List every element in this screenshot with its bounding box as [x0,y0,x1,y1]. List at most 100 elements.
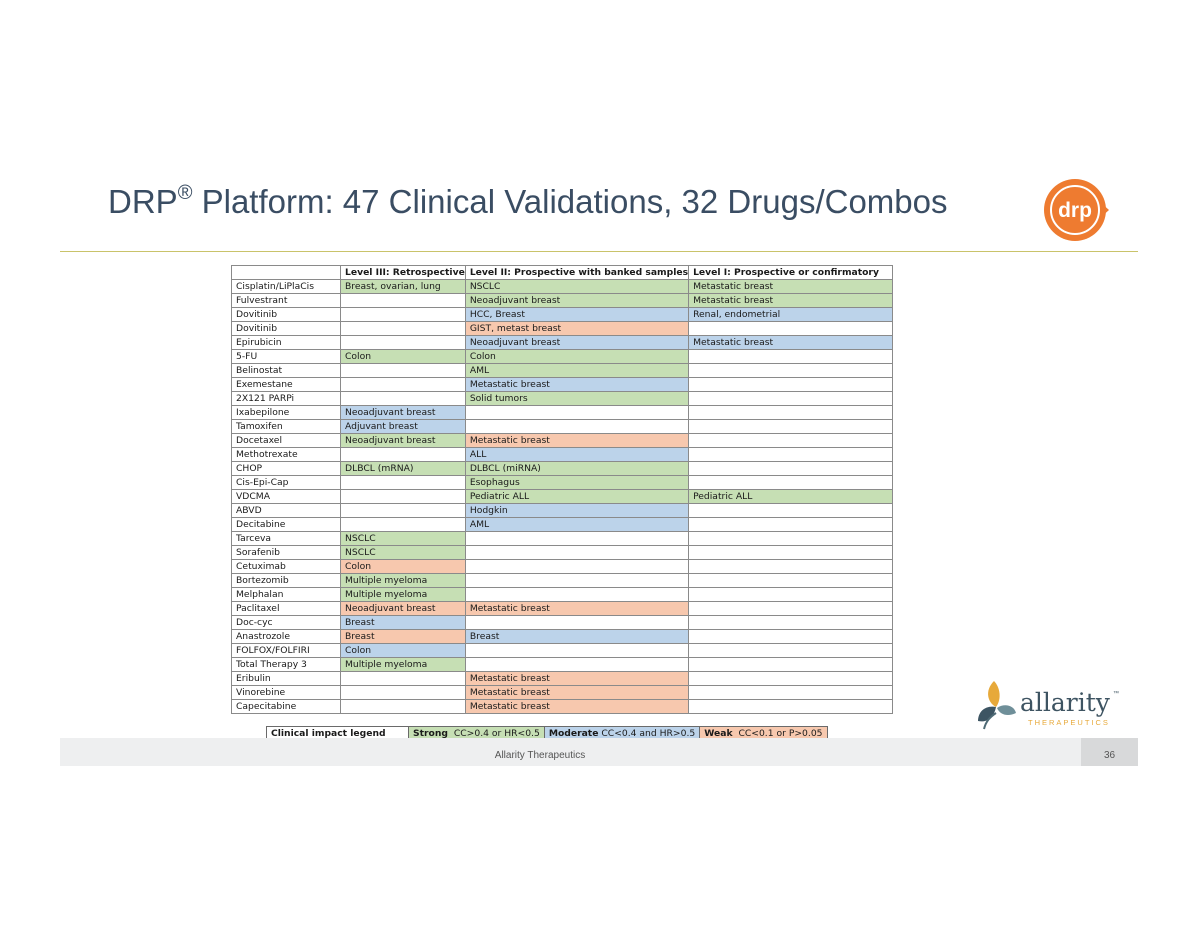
legend-weak-label: Weak [704,728,733,739]
drug-cell: Vinorebine [231,685,341,700]
header-corner [231,265,341,280]
page-number-box [1081,738,1138,766]
table-body: Cisplatin/LiPlaCis Breast, ovarian, lung N… [231,279,894,714]
level-3-cell [340,377,466,392]
drug-cell: Docetaxel [231,433,341,448]
level-3-cell: Neoadjuvant breast [340,405,466,420]
drug-cell: Cisplatin/LiPlaCis [231,279,341,294]
drug-cell: 5-FU [231,349,341,364]
table-row: Exemestane Metastatic breast [231,377,894,392]
table-row: 2X121 PARPi Solid tumors [231,391,894,406]
level-1-cell [688,643,894,658]
drp-logo-text: drp [1058,199,1092,222]
table-row: Methotrexate ALL [231,447,894,462]
table-row: Belinostat AML [231,363,894,378]
drug-cell: Melphalan [231,587,341,602]
table-row: Cis-Epi-Cap Esophagus [231,475,894,490]
level-2-cell: Metastatic breast [464,433,690,448]
footer-bar [60,738,1138,766]
level-1-cell [688,503,894,518]
level-1-cell [688,629,894,644]
registered-mark: ® [177,182,193,204]
drug-cell: Bortezomib [231,573,341,588]
table-row: Capecitabine Metastatic breast [231,699,894,714]
table-row: Bortezomib Multiple myeloma [231,573,894,588]
validation-table: Level III: Retrospective Level II: Prosp… [231,265,894,714]
level-3-cell [340,363,466,378]
level-2-cell: Metastatic breast [464,671,690,686]
table-row: Melphalan Multiple myeloma [231,587,894,602]
level-2-cell [464,615,690,630]
level-2-cell: AML [464,363,690,378]
drug-cell: Ixabepilone [231,405,341,420]
drp-logo: drp [1044,179,1109,241]
level-3-cell [340,307,466,322]
level-1-cell [688,349,894,364]
table-row: Decitabine AML [231,517,894,532]
legend-strong-label: Strong [413,728,448,739]
level-2-cell [464,587,690,602]
level-1-cell: Metastatic breast [688,293,894,308]
level-2-cell: Metastatic breast [464,601,690,616]
legend-strong-rule: CC>0.4 or HR<0.5 [453,728,540,739]
level-1-cell [688,321,894,336]
level-3-cell [340,489,466,504]
table-row: Vinorebine Metastatic breast [231,685,894,700]
level-2-cell: Neoadjuvant breast [464,335,690,350]
table-row: Doc-cyc Breast [231,615,894,630]
level-1-cell [688,363,894,378]
level-3-cell: Neoadjuvant breast [340,433,466,448]
level-1-cell: Pediatric ALL [688,489,894,504]
legend-weak-rule: CC<0.1 or P>0.05 [738,728,823,739]
level-3-cell: NSCLC [340,531,466,546]
table-row: Cisplatin/LiPlaCis Breast, ovarian, lung N… [231,279,894,294]
level-2-cell: Pediatric ALL [464,489,690,504]
table-header-row: Level III: Retrospective Level II: Prosp… [231,265,894,280]
page-number: 36 [1103,750,1116,761]
table-row: Paclitaxel Neoadjuvant breast Metastatic b… [231,601,894,616]
level-3-cell: Colon [340,559,466,574]
level-3-cell [340,671,466,686]
drug-cell: Cetuximab [231,559,341,574]
drug-cell: Total Therapy 3 [231,657,341,672]
drug-cell: Paclitaxel [231,601,341,616]
table-row: FOLFOX/FOLFIRI Colon [231,643,894,658]
table-row: Dovitinib HCC, Breast Renal, endometrial [231,307,894,322]
table-row: Ixabepilone Neoadjuvant breast [231,405,894,420]
title-prefix: DRP [108,183,178,220]
level-1-cell: Renal, endometrial [688,307,894,322]
level-2-cell: Esophagus [464,475,690,490]
level-2-cell: Metastatic breast [464,699,690,714]
table-row: CHOP DLBCL (mRNA) DLBCL (miRNA) [231,461,894,476]
table-row: Tamoxifen Adjuvant breast [231,419,894,434]
drug-cell: ABVD [231,503,341,518]
table-row: Tarceva NSCLC [231,531,894,546]
table-row: Epirubicin Neoadjuvant breast Metastatic b… [231,335,894,350]
level-3-cell: Multiple myeloma [340,657,466,672]
drug-cell: Eribulin [231,671,341,686]
level-3-cell [340,391,466,406]
drug-cell: FOLFOX/FOLFIRI [231,643,341,658]
level-3-cell [340,335,466,350]
drug-cell: Belinostat [231,363,341,378]
drug-cell: Cis-Epi-Cap [231,475,341,490]
allarity-tagline: THERAPEUTICS [1028,718,1110,727]
level-1-cell: Metastatic breast [688,279,894,294]
level-2-cell [464,559,690,574]
level-1-cell [688,573,894,588]
level-3-cell: Colon [340,349,466,364]
title-rest: Platform: 47 Clinical Validations, 32 Dr… [192,183,948,220]
level-1-cell [688,615,894,630]
legend-moderate-rule: CC<0.4 and HR>0.5 [601,728,696,739]
level-1-cell [688,601,894,616]
level-2-cell: ALL [464,447,690,462]
level-3-cell [340,321,466,336]
drug-cell: Dovitinib [231,307,341,322]
table-row: Docetaxel Neoadjuvant breast Metastatic br… [231,433,894,448]
drug-cell: Decitabine [231,517,341,532]
title-divider [60,251,1138,252]
level-3-cell [340,517,466,532]
table-row: Fulvestrant Neoadjuvant breast Metastatic … [231,293,894,308]
level-3-cell: Breast [340,629,466,644]
level-2-cell: AML [464,517,690,532]
